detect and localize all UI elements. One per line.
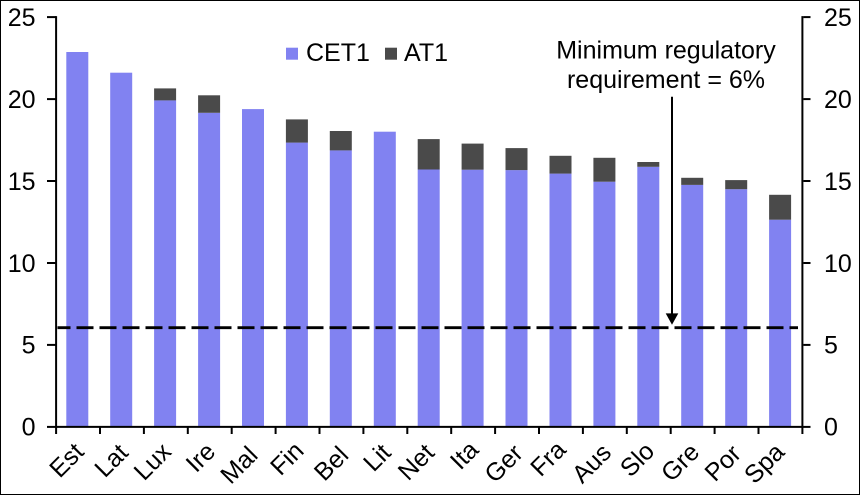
svg-text:Fin: Fin bbox=[265, 437, 309, 481]
svg-text:0: 0 bbox=[824, 414, 838, 442]
svg-text:5: 5 bbox=[824, 332, 838, 360]
svg-text:Ita: Ita bbox=[445, 436, 485, 476]
svg-text:0: 0 bbox=[22, 414, 36, 442]
svg-text:Fra: Fra bbox=[525, 436, 571, 482]
svg-text:20: 20 bbox=[8, 86, 36, 114]
svg-text:Minimum regulatory: Minimum regulatory bbox=[556, 37, 776, 65]
svg-text:Spa: Spa bbox=[739, 438, 790, 489]
svg-text:CET1: CET1 bbox=[306, 39, 370, 67]
svg-text:Mal: Mal bbox=[215, 441, 263, 489]
svg-text:5: 5 bbox=[22, 332, 36, 360]
svg-text:Aus: Aus bbox=[567, 438, 617, 488]
svg-text:Est: Est bbox=[44, 438, 89, 483]
svg-text:10: 10 bbox=[824, 250, 852, 278]
svg-text:15: 15 bbox=[824, 168, 852, 196]
svg-text:Lit: Lit bbox=[358, 439, 397, 478]
svg-text:Lat: Lat bbox=[89, 439, 133, 483]
svg-text:Lux: Lux bbox=[129, 437, 178, 486]
svg-text:Net: Net bbox=[393, 439, 440, 486]
svg-text:Ire: Ire bbox=[181, 437, 221, 477]
svg-text:Por: Por bbox=[699, 440, 746, 487]
svg-text:Slo: Slo bbox=[615, 437, 660, 482]
svg-text:Bel: Bel bbox=[309, 441, 354, 486]
svg-text:Gre: Gre bbox=[656, 438, 705, 487]
svg-text:AT1: AT1 bbox=[404, 39, 448, 67]
svg-text:25: 25 bbox=[8, 4, 36, 32]
svg-text:25: 25 bbox=[824, 4, 852, 32]
svg-text:20: 20 bbox=[824, 86, 852, 114]
svg-text:Ger: Ger bbox=[479, 439, 528, 488]
svg-text:requirement = 6%: requirement = 6% bbox=[567, 66, 765, 94]
svg-text:10: 10 bbox=[8, 250, 36, 278]
svg-text:15: 15 bbox=[8, 168, 36, 196]
